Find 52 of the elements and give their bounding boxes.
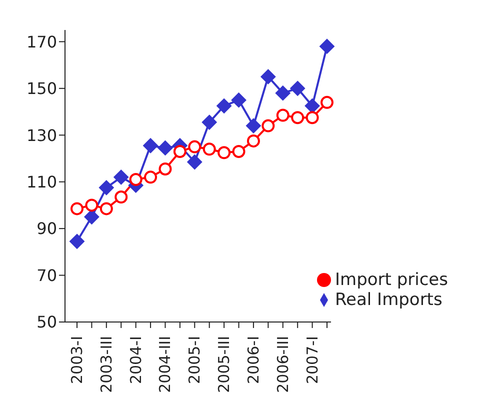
point (143, 138, 158, 154)
legend-label: Real Imports (335, 290, 442, 310)
point (144, 170, 158, 184)
point (231, 92, 246, 108)
point (246, 118, 261, 134)
point (304, 98, 320, 114)
point (320, 96, 334, 109)
point (320, 38, 334, 54)
x-tick-label: 2005-III (215, 336, 234, 393)
y-tick-label: 130 (26, 126, 57, 145)
point (218, 146, 231, 160)
point (158, 162, 172, 176)
point (291, 111, 304, 124)
point (232, 144, 246, 158)
x-tick-label: 2005-I (186, 336, 204, 384)
legend-label: Import prices (335, 270, 448, 290)
point (276, 108, 290, 122)
point (158, 140, 173, 156)
point (114, 190, 128, 204)
point (70, 234, 84, 249)
point (246, 134, 260, 148)
y-tick-label: 110 (26, 172, 57, 192)
x-tick-label: 2006-III (274, 336, 292, 393)
x-tick-label: 2003-I (68, 336, 86, 384)
x-tick-label: 2004-III (156, 336, 174, 393)
y-tick-label: 70 (36, 266, 57, 285)
point (129, 173, 142, 186)
point (262, 119, 275, 132)
point (306, 111, 319, 124)
x-tick-label: 2003-III (97, 336, 116, 393)
point (290, 80, 306, 96)
point (260, 69, 276, 84)
point (70, 202, 84, 216)
x-tick-label: 2007-I (303, 336, 322, 384)
point (202, 114, 217, 130)
point (85, 198, 98, 212)
point (202, 142, 216, 156)
y-tick-label: 90 (36, 219, 57, 238)
point (187, 154, 202, 170)
point (173, 144, 186, 158)
point (100, 202, 113, 216)
y-tick-label: 170 (26, 32, 57, 52)
point (84, 209, 100, 224)
x-tick-label: 2006-I (244, 336, 262, 384)
x-tick-label: 2004-I (126, 336, 145, 384)
point (275, 86, 290, 101)
point (98, 180, 114, 196)
point (188, 140, 202, 154)
point (114, 170, 129, 185)
y-tick-label: 50 (36, 312, 57, 332)
y-tick-label: 150 (26, 79, 57, 98)
point (216, 98, 232, 114)
